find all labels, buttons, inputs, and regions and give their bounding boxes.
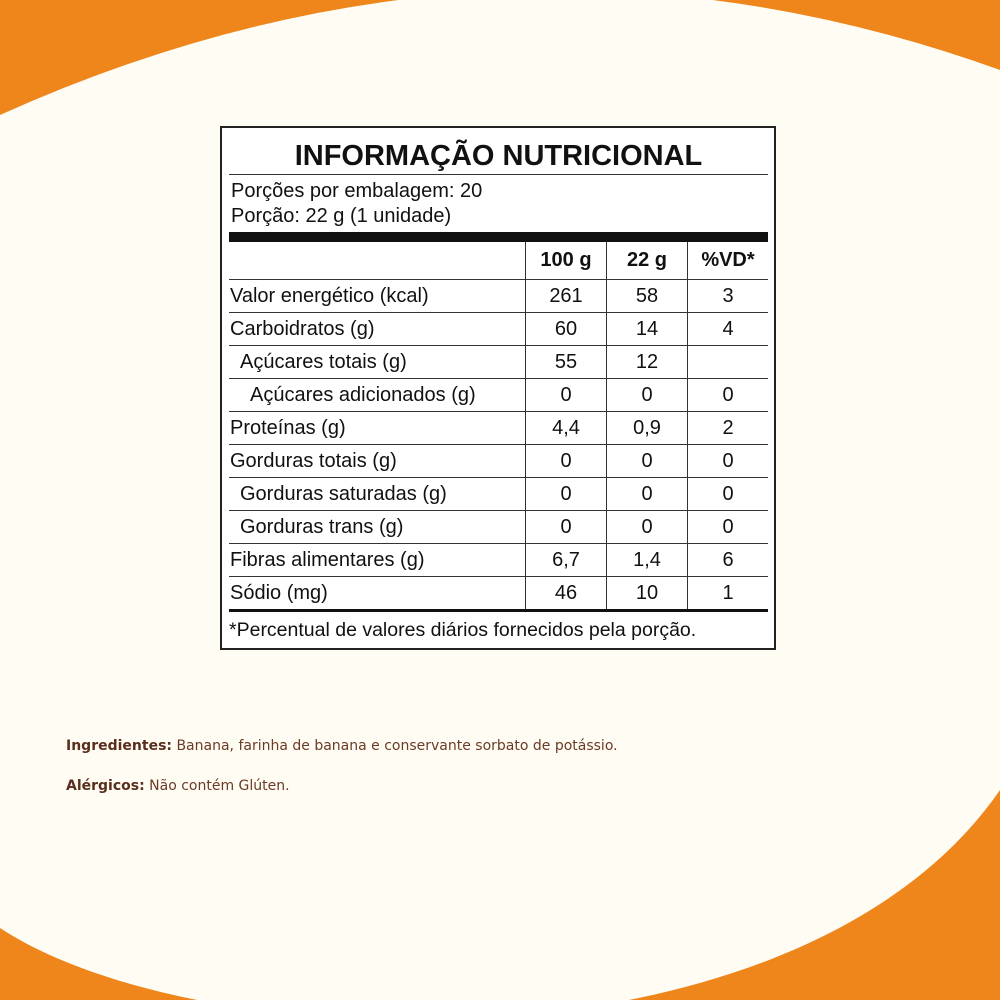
table-row: Gorduras trans (g) 0 0 0 xyxy=(229,510,768,544)
table-row: Proteínas (g) 4,4 0,9 2 xyxy=(229,411,768,445)
value-dv: 6 xyxy=(687,543,768,577)
value-100g: 0 xyxy=(525,510,607,544)
footnote: *Percentual de valores diários fornecido… xyxy=(229,619,697,641)
column-header: 22 g xyxy=(606,242,688,280)
allergens-label: Alérgicos: xyxy=(66,778,145,794)
ingredients: Ingredientes: Banana, farinha de banana … xyxy=(66,738,618,754)
nutrient-name: Sódio (mg) xyxy=(229,576,526,612)
table-row: Sódio (mg) 46 10 1 xyxy=(229,576,768,612)
nutrient-name: Gorduras saturadas (g) xyxy=(229,477,526,511)
nutrient-name: Proteínas (g) xyxy=(229,411,526,445)
nutrient-name: Açúcares totais (g) xyxy=(229,345,526,379)
nutrient-name: Gorduras trans (g) xyxy=(229,510,526,544)
value-100g: 60 xyxy=(525,312,607,346)
value-serving: 14 xyxy=(606,312,688,346)
nutrient-name: Açúcares adicionados (g) xyxy=(229,378,526,412)
value-dv: 0 xyxy=(687,444,768,478)
label-title: INFORMAÇÃO NUTRICIONAL xyxy=(229,128,768,175)
value-dv: 0 xyxy=(687,378,768,412)
column-header: 100 g xyxy=(525,242,607,280)
value-serving: 10 xyxy=(606,576,688,612)
value-100g: 55 xyxy=(525,345,607,379)
value-dv: 2 xyxy=(687,411,768,445)
value-dv: 1 xyxy=(687,576,768,612)
value-serving: 58 xyxy=(606,279,688,313)
ingredients-text: Banana, farinha de banana e conservante … xyxy=(172,738,618,754)
nutrient-name: Carboidratos (g) xyxy=(229,312,526,346)
table-row: Gorduras saturadas (g) 0 0 0 xyxy=(229,477,768,511)
value-serving: 0 xyxy=(606,510,688,544)
servings-per-package: Porções por embalagem: 20 xyxy=(231,180,483,202)
value-dv: 0 xyxy=(687,477,768,511)
nutrient-name: Fibras alimentares (g) xyxy=(229,543,526,577)
value-dv: 0 xyxy=(687,510,768,544)
value-serving: 0,9 xyxy=(606,411,688,445)
allergens-text: Não contém Glúten. xyxy=(144,778,290,794)
value-100g: 4,4 xyxy=(525,411,607,445)
table-row: Açúcares adicionados (g) 0 0 0 xyxy=(229,378,768,412)
value-dv xyxy=(687,345,768,379)
nutrition-table: 100 g 22 g %VD* Valor energético (kcal) 2… xyxy=(229,242,768,612)
value-100g: 0 xyxy=(525,444,607,478)
table-row: Fibras alimentares (g) 6,7 1,4 6 xyxy=(229,543,768,577)
value-serving: 0 xyxy=(606,378,688,412)
table-row: Açúcares totais (g) 55 12 xyxy=(229,345,768,379)
value-dv: 3 xyxy=(687,279,768,313)
value-serving: 0 xyxy=(606,444,688,478)
value-serving: 1,4 xyxy=(606,543,688,577)
value-dv: 4 xyxy=(687,312,768,346)
allergens: Alérgicos: Não contém Glúten. xyxy=(66,778,290,794)
nutrient-name: Valor energético (kcal) xyxy=(229,279,526,313)
value-serving: 12 xyxy=(606,345,688,379)
serving-size: Porção: 22 g (1 unidade) xyxy=(231,205,452,227)
thick-divider xyxy=(229,232,768,242)
nutrient-name: Gorduras totais (g) xyxy=(229,444,526,478)
ingredients-label: Ingredientes: xyxy=(66,738,172,754)
table-row: Gorduras totais (g) 0 0 0 xyxy=(229,444,768,478)
value-100g: 0 xyxy=(525,477,607,511)
column-header: %VD* xyxy=(687,242,768,280)
nutrition-facts-label: INFORMAÇÃO NUTRICIONAL Porções por embal… xyxy=(220,126,776,650)
table-row: Carboidratos (g) 60 14 4 xyxy=(229,312,768,346)
value-100g: 261 xyxy=(525,279,607,313)
value-100g: 46 xyxy=(525,576,607,612)
table-row: Valor energético (kcal) 261 58 3 xyxy=(229,279,768,313)
value-100g: 0 xyxy=(525,378,607,412)
value-serving: 0 xyxy=(606,477,688,511)
value-100g: 6,7 xyxy=(525,543,607,577)
